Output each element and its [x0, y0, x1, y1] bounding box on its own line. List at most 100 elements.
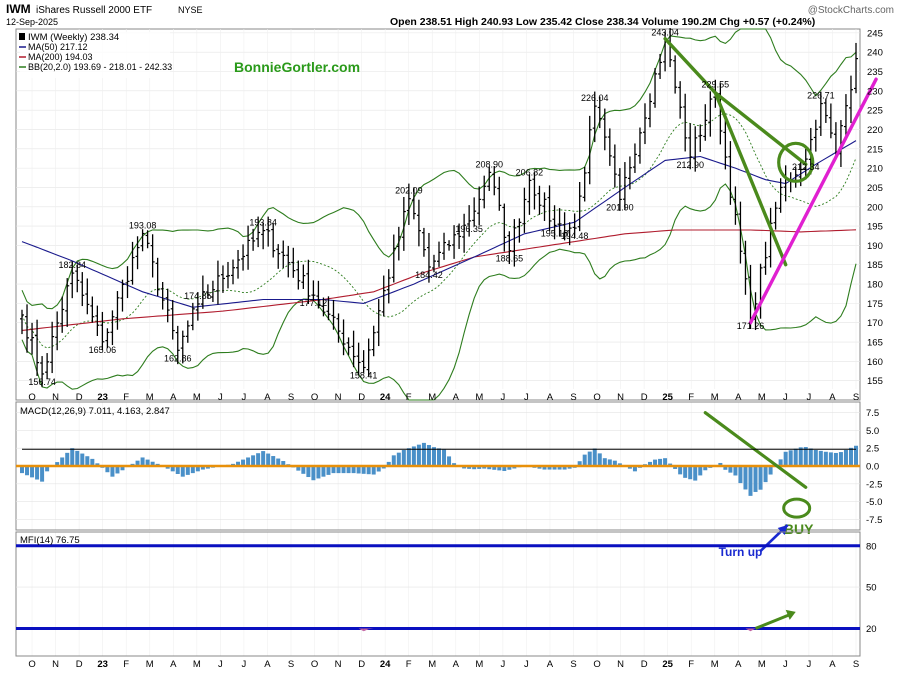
macd-histogram-bar — [838, 452, 843, 466]
macd-histogram-bar — [753, 466, 758, 492]
mfi-x-tick-label: M — [711, 659, 719, 670]
price-bar — [818, 91, 823, 136]
price-point-label: 212.34 — [792, 162, 820, 172]
price-bar — [688, 123, 693, 170]
price-tick-label: 230 — [867, 86, 883, 97]
mfi-x-tick-label: M — [193, 659, 201, 670]
price-point-label: 212.90 — [676, 160, 704, 170]
price-bar — [416, 199, 421, 247]
price-bar — [65, 278, 70, 327]
macd-histogram-bar — [733, 466, 738, 476]
price-x-tick-label: M — [146, 392, 154, 403]
price-tick-label: 205 — [867, 183, 883, 194]
price-bar — [622, 162, 627, 211]
macd-buy-circle — [782, 497, 812, 519]
price-bar — [205, 284, 210, 299]
macd-histogram-bar — [195, 466, 200, 472]
price-bar — [316, 280, 321, 309]
price-bar — [301, 264, 306, 289]
price-bar — [346, 337, 351, 356]
macd-histogram-bar — [70, 448, 75, 466]
price-bar — [75, 264, 80, 293]
macd-histogram-bar — [808, 448, 813, 466]
bb-lower-line — [21, 183, 857, 401]
macd-histogram-bar — [507, 466, 512, 470]
macd-histogram-bar — [668, 463, 673, 466]
price-tick-label: 210 — [867, 164, 883, 175]
price-bar — [698, 124, 703, 152]
price-bar — [532, 172, 537, 210]
price-tick-label: 170 — [867, 318, 883, 329]
macd-histogram-bar — [145, 459, 150, 466]
macd-histogram-bar — [833, 452, 838, 466]
price-bar — [225, 261, 230, 289]
mfi-x-tick-label: J — [524, 659, 529, 670]
price-bar — [361, 350, 366, 373]
macd-histogram-bar — [602, 458, 607, 466]
macd-histogram-bar — [40, 466, 45, 482]
macd-histogram-bar — [20, 466, 24, 474]
macd-histogram-bar — [175, 466, 180, 474]
price-bar — [738, 201, 743, 264]
price-bar — [90, 296, 95, 323]
macd-histogram-bar — [673, 466, 678, 469]
price-x-tick-label: S — [570, 392, 576, 403]
macd-histogram-bar — [462, 466, 467, 469]
price-legend: IWM (Weekly) 238.34 MA(50) 217.12 MA(200… — [19, 32, 172, 78]
macd-histogram-bar — [447, 456, 452, 466]
price-bar — [507, 231, 512, 264]
mfi-oversold-fill — [750, 628, 756, 632]
mfi-x-tick-label: S — [853, 659, 859, 670]
macd-histogram-bar — [306, 466, 311, 478]
mfi-panel-frame — [15, 531, 861, 657]
price-bar — [386, 269, 391, 304]
macd-histogram-bar — [316, 466, 321, 479]
mfi-x-tick-label: F — [688, 659, 694, 670]
price-point-label: 229.55 — [702, 80, 730, 90]
price-x-tick-label: A — [735, 392, 742, 403]
ma50-line — [21, 140, 857, 308]
macd-histogram-bar — [150, 461, 155, 466]
macd-histogram-bar — [738, 466, 743, 484]
price-x-tick-label: S — [853, 392, 859, 403]
price-point-label: 165.06 — [89, 345, 117, 355]
macd-histogram-bar — [406, 448, 411, 466]
macd-histogram-bar — [823, 451, 828, 466]
macd-histogram-bar — [663, 458, 668, 466]
macd-histogram-bar — [25, 466, 30, 476]
macd-histogram-bar — [190, 466, 195, 474]
price-bar — [220, 265, 225, 293]
macd-histogram-bar — [361, 466, 366, 474]
macd-histogram-bar — [537, 466, 542, 469]
price-bar — [80, 272, 85, 307]
mfi-x-tick-label: S — [288, 659, 294, 670]
macd-panel: BUY Turn up 7.5 5.0 2.5 0.0 -2.5 -5.0 -7.5 — [15, 401, 882, 559]
mfi-x-tick-label: A — [264, 659, 271, 670]
price-point-label: 193.84 — [249, 218, 277, 228]
price-x-tick-label: 24 — [380, 392, 391, 403]
macd-histogram-bar — [607, 459, 612, 466]
macd-histogram-bar — [658, 458, 663, 466]
price-bar — [497, 176, 502, 211]
mfi-x-tick-label: A — [170, 659, 177, 670]
price-tick-label: 160 — [867, 357, 883, 368]
mfi-x-tick-label: J — [807, 659, 812, 670]
mfi-x-tick-label: F — [123, 659, 129, 670]
price-bar — [562, 212, 567, 241]
macd-histogram-bar — [783, 451, 788, 466]
price-x-tick-label: A — [453, 392, 460, 403]
macd-histogram-bar — [246, 457, 251, 466]
price-bar — [653, 68, 658, 108]
price-bar — [612, 144, 617, 188]
price-bar — [472, 197, 477, 227]
price-x-tick-label: A — [829, 392, 836, 403]
price-x-tick-label: J — [807, 392, 812, 403]
price-bar — [125, 266, 130, 299]
mfi-x-tick-label: M — [146, 659, 154, 670]
price-bar — [547, 185, 552, 231]
price-bar — [587, 115, 592, 185]
price-bar — [331, 299, 336, 330]
price-bar — [276, 244, 281, 269]
macd-histogram-bar — [452, 463, 457, 466]
